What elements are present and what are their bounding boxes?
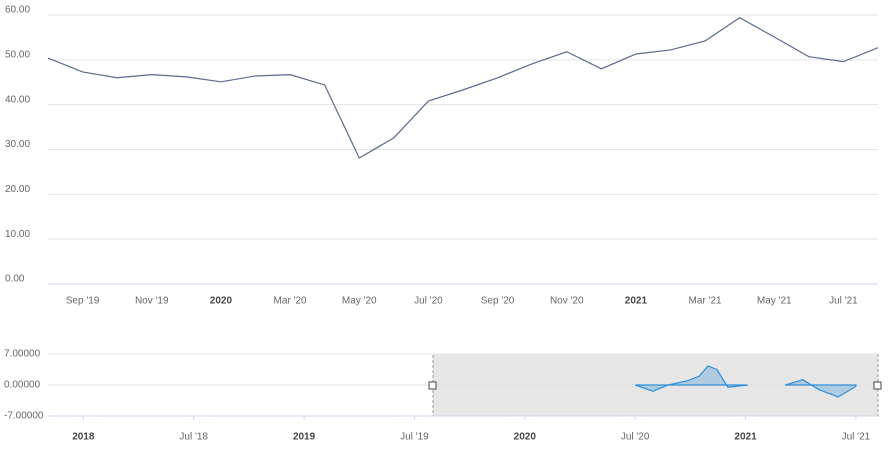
x-tick-label: 2020 (514, 432, 537, 443)
x-tick-label: Sep '19 (66, 296, 100, 307)
y-tick-label: -7.00000 (4, 411, 44, 422)
x-tick-label: 2019 (293, 432, 316, 443)
x-tick-label: 2021 (734, 432, 757, 443)
x-tick-label: 2020 (210, 296, 233, 307)
x-tick-label: Jul '18 (179, 432, 208, 443)
navigator-handle-left[interactable] (428, 381, 437, 390)
line-series (47, 16, 879, 159)
y-tick-label: 0.00 (5, 274, 25, 285)
x-tick-label: Nov '20 (550, 296, 584, 307)
y-tick-label: 30.00 (5, 139, 30, 150)
y-tick-label: 50.00 (5, 49, 30, 60)
x-tick-label: Sep '20 (481, 296, 515, 307)
x-tick-label: May '21 (757, 296, 792, 307)
navigator-handle-right[interactable] (873, 381, 882, 390)
y-tick-label: 40.00 (5, 94, 30, 105)
area-series (785, 379, 857, 398)
x-tick-label: Jul '20 (414, 296, 443, 307)
y-tick-label: 60.00 (5, 5, 30, 16)
y-tick-label: 10.00 (5, 229, 30, 240)
x-tick-label: Nov '19 (135, 296, 169, 307)
x-tick-label: 2018 (72, 432, 95, 443)
y-tick-label: 20.00 (5, 184, 30, 195)
area-series (634, 365, 748, 392)
x-tick-label: Mar '21 (689, 296, 722, 307)
x-tick-label: 2021 (625, 296, 648, 307)
y-tick-label: 7.00000 (4, 349, 41, 360)
x-tick-label: Mar '20 (274, 296, 307, 307)
x-tick-label: Jul '19 (400, 432, 429, 443)
x-tick-label: Jul '20 (621, 432, 650, 443)
y-tick-label: 0.00000 (4, 380, 41, 391)
x-tick-label: Jul '21 (829, 296, 858, 307)
x-tick-label: Jul '21 (842, 432, 871, 443)
x-tick-label: May '20 (342, 296, 377, 307)
